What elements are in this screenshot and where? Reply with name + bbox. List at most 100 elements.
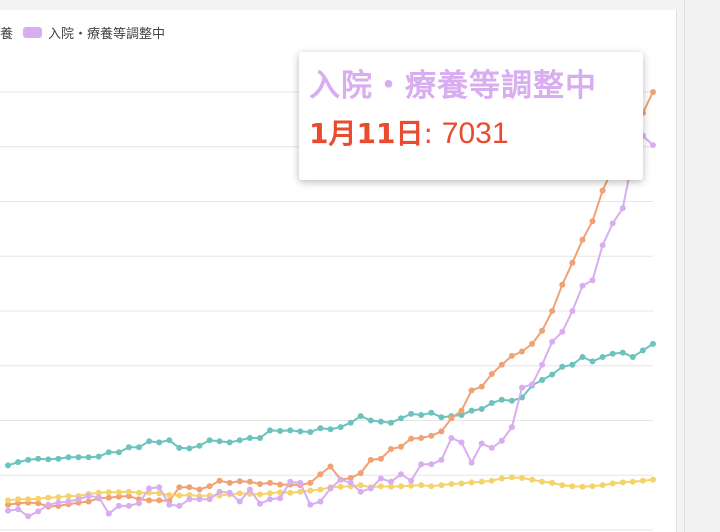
- data-point: [236, 478, 243, 485]
- data-point: [650, 142, 656, 149]
- data-point: [257, 500, 263, 507]
- data-point: [529, 476, 536, 483]
- data-point: [458, 439, 465, 446]
- data-point: [277, 481, 284, 488]
- data-point: [478, 383, 485, 390]
- data-point: [408, 410, 415, 417]
- data-point: [216, 488, 223, 495]
- data-point: [549, 371, 556, 378]
- data-point: [438, 414, 445, 421]
- chart-series: [5, 89, 656, 520]
- data-point: [539, 478, 546, 485]
- data-point: [559, 328, 566, 335]
- data-point: [458, 480, 465, 487]
- data-point: [267, 490, 273, 497]
- data-point: [428, 409, 435, 416]
- data-point: [589, 277, 596, 284]
- data-point: [609, 480, 616, 487]
- data-point: [246, 486, 253, 493]
- data-point: [408, 435, 415, 442]
- data-point: [539, 361, 546, 368]
- data-point: [629, 354, 636, 360]
- data-point: [539, 377, 546, 383]
- data-point: [508, 424, 515, 431]
- data-point: [95, 494, 102, 501]
- data-point: [45, 501, 52, 508]
- data-point: [448, 481, 455, 487]
- data-point: [579, 483, 586, 490]
- data-point: [95, 453, 102, 460]
- series-line-3: [7, 134, 654, 518]
- data-point: [45, 456, 52, 463]
- data-point: [398, 443, 404, 450]
- data-point: [287, 478, 294, 485]
- data-point: [458, 407, 465, 414]
- chart-legend: 養 入院・療養等調整中: [0, 22, 175, 42]
- data-point: [388, 478, 394, 485]
- data-point: [498, 437, 505, 444]
- data-point: [438, 428, 445, 435]
- data-point: [388, 446, 394, 452]
- data-point: [619, 205, 626, 212]
- data-point: [367, 485, 374, 492]
- data-point: [226, 439, 233, 446]
- data-point: [25, 496, 32, 503]
- data-point: [367, 456, 374, 463]
- data-point: [246, 478, 253, 485]
- data-point: [468, 407, 475, 414]
- right-scroll-rail[interactable]: [684, 0, 720, 532]
- data-point: [226, 479, 233, 486]
- data-point: [448, 435, 455, 441]
- data-point: [478, 406, 485, 412]
- data-point: [196, 486, 203, 493]
- data-point: [579, 282, 586, 289]
- data-point: [468, 459, 475, 466]
- data-point: [15, 506, 22, 513]
- legend-item-purple[interactable]: 入院・療養等調整中: [23, 23, 165, 42]
- data-point: [519, 348, 525, 355]
- data-point: [589, 358, 596, 365]
- data-point: [377, 418, 384, 425]
- data-point: [478, 440, 485, 447]
- data-point: [5, 497, 11, 504]
- data-point: [206, 483, 213, 490]
- data-point: [166, 492, 173, 498]
- data-point: [508, 352, 515, 359]
- data-point: [35, 508, 42, 515]
- data-point: [357, 482, 364, 489]
- data-point: [5, 501, 11, 508]
- data-point: [498, 475, 505, 482]
- data-point: [408, 477, 415, 484]
- data-point: [377, 475, 384, 482]
- data-point: [599, 187, 606, 194]
- data-point: [418, 435, 425, 441]
- data-point: [236, 490, 243, 497]
- data-point: [357, 413, 364, 420]
- tooltip-row: 1月11日: 7031: [309, 116, 633, 152]
- data-point: [166, 437, 173, 444]
- data-point: [317, 471, 324, 478]
- legend-item-yellow[interactable]: 養: [0, 23, 13, 42]
- data-point: [559, 482, 566, 489]
- data-point: [216, 438, 223, 445]
- data-point: [519, 384, 525, 391]
- data-point: [105, 489, 112, 496]
- data-point: [367, 417, 374, 424]
- data-point: [529, 340, 536, 347]
- data-point: [267, 479, 273, 486]
- data-point: [428, 432, 435, 439]
- data-point: [186, 492, 193, 498]
- data-point: [468, 387, 475, 394]
- data-point: [549, 308, 556, 314]
- data-point: [15, 496, 22, 503]
- data-point: [65, 498, 72, 505]
- data-point: [5, 462, 11, 469]
- series-line-0: [7, 343, 654, 467]
- data-point: [428, 483, 435, 490]
- data-point: [357, 488, 364, 495]
- data-point: [337, 424, 344, 431]
- data-point: [398, 471, 404, 478]
- data-point: [498, 361, 505, 368]
- legend-swatch-purple: [23, 26, 43, 38]
- data-point: [448, 415, 455, 422]
